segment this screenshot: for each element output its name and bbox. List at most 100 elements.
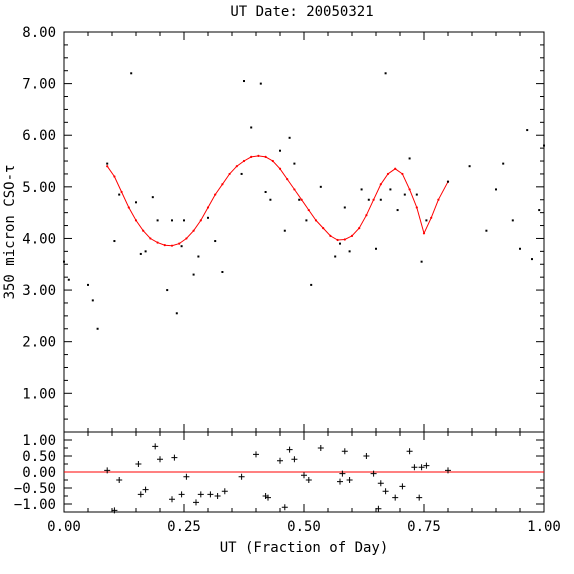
fit-curve-marker bbox=[134, 219, 138, 222]
data-point bbox=[538, 209, 541, 212]
fit-curve-marker bbox=[250, 155, 253, 159]
fit-curve-marker bbox=[257, 154, 260, 157]
residual-y-tick-label: 1.00 bbox=[22, 433, 56, 449]
data-point bbox=[298, 198, 301, 201]
residual-point bbox=[418, 464, 425, 471]
fit-curve-marker bbox=[430, 216, 433, 219]
residual-point bbox=[104, 467, 111, 474]
top-y-ticks: 1.00 2.00 3.00 4.00 5.00 6.00 7.00 8.00 bbox=[22, 25, 544, 433]
residual-point bbox=[178, 491, 185, 498]
x-axis-label: UT (Fraction of Day) bbox=[220, 540, 389, 556]
fit-curve-marker bbox=[242, 159, 246, 163]
data-point bbox=[334, 255, 337, 258]
data-point bbox=[396, 209, 399, 212]
y-tick-label: 3.00 bbox=[22, 283, 56, 299]
residual-point bbox=[370, 470, 377, 477]
top-x-ticks bbox=[63, 32, 545, 432]
data-point bbox=[264, 191, 267, 193]
residual-point bbox=[277, 457, 283, 464]
data-point bbox=[67, 278, 70, 281]
residual-point bbox=[363, 453, 370, 459]
data-point bbox=[425, 219, 428, 222]
data-point bbox=[379, 198, 382, 201]
fit-curve-markers bbox=[106, 154, 450, 247]
residual-point bbox=[337, 478, 343, 485]
fit-curve-marker bbox=[336, 238, 339, 242]
fit-curve-marker bbox=[300, 198, 303, 201]
residual-point bbox=[301, 472, 307, 479]
data-point bbox=[240, 172, 243, 175]
fit-curve-marker bbox=[106, 165, 109, 168]
fit-curve-marker bbox=[113, 175, 116, 178]
data-point bbox=[180, 245, 183, 248]
data-point bbox=[343, 206, 346, 209]
y-axis-label: 350 micron CSO-τ bbox=[2, 165, 18, 300]
residual-point bbox=[157, 456, 163, 463]
y-tick-label: 5.00 bbox=[22, 180, 56, 196]
fit-curve-marker bbox=[163, 244, 166, 247]
data-point bbox=[519, 247, 521, 250]
data-point bbox=[305, 219, 308, 222]
x-tick-label: 0.75 bbox=[407, 519, 441, 535]
data-point bbox=[339, 242, 341, 245]
y-tick-label: 4.00 bbox=[22, 231, 56, 247]
data-point bbox=[495, 188, 497, 191]
fit-curve-marker bbox=[127, 206, 130, 209]
fit-curve-marker bbox=[271, 159, 274, 163]
fit-curve-marker bbox=[206, 206, 210, 209]
data-point bbox=[485, 229, 488, 232]
data-point bbox=[293, 162, 296, 165]
residual-point bbox=[197, 491, 204, 498]
residual-point bbox=[339, 470, 346, 477]
data-point bbox=[91, 299, 94, 302]
data-point bbox=[511, 219, 514, 222]
data-point bbox=[250, 126, 253, 129]
fit-curve-marker bbox=[120, 190, 123, 194]
data-point bbox=[468, 165, 471, 168]
y-tick-label: 6.00 bbox=[22, 128, 56, 144]
fit-curve-marker bbox=[437, 198, 440, 201]
data-point bbox=[543, 144, 545, 147]
fit-curve-marker bbox=[322, 227, 325, 230]
data-point bbox=[113, 240, 116, 243]
residual-point bbox=[375, 505, 382, 512]
fit-curve-marker bbox=[214, 193, 217, 196]
data-point bbox=[135, 201, 137, 204]
fit-curve-marker bbox=[178, 242, 181, 245]
fit-curve-marker bbox=[358, 227, 361, 230]
residual-point bbox=[411, 464, 418, 471]
fit-curve-marker bbox=[350, 234, 354, 237]
residual-point bbox=[171, 454, 178, 461]
data-point bbox=[389, 188, 392, 191]
data-point bbox=[171, 219, 173, 222]
residual-point bbox=[214, 493, 221, 499]
residual-point bbox=[286, 446, 293, 453]
fit-curve-marker bbox=[422, 232, 426, 235]
fit-curve-line bbox=[106, 155, 449, 247]
fit-curve-marker bbox=[221, 183, 224, 186]
data-point bbox=[283, 229, 286, 232]
data-point bbox=[348, 250, 351, 253]
data-point bbox=[403, 193, 406, 196]
x-tick-label: 0.25 bbox=[167, 519, 201, 535]
data-point bbox=[151, 196, 154, 199]
top-panel-frame bbox=[63, 31, 545, 433]
residual-point bbox=[137, 491, 144, 498]
residual-point bbox=[377, 480, 384, 487]
residual-y-tick-label: −1.00 bbox=[14, 497, 56, 513]
x-tick-label: 1.00 bbox=[527, 519, 561, 535]
fit-curve-marker bbox=[192, 229, 195, 232]
residual-point bbox=[265, 494, 271, 501]
fit-curve-marker bbox=[394, 167, 397, 170]
data-point bbox=[118, 193, 121, 196]
data-point bbox=[214, 240, 217, 243]
data-point bbox=[420, 260, 423, 263]
residual-point bbox=[392, 494, 399, 501]
fit-curve-marker bbox=[329, 234, 332, 237]
fit-curve-marker bbox=[286, 177, 289, 181]
residual-point bbox=[423, 462, 430, 469]
data-point bbox=[259, 82, 262, 85]
fit-curve-marker bbox=[170, 244, 174, 247]
data-point bbox=[502, 162, 505, 165]
fit-curve-marker bbox=[235, 165, 238, 168]
